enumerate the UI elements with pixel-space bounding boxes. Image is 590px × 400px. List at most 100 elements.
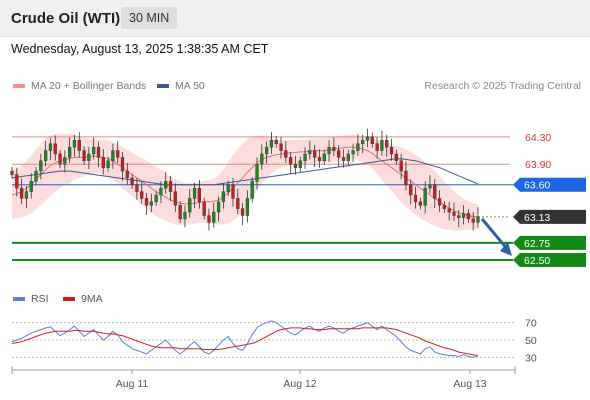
candle-body bbox=[404, 170, 408, 185]
candle-body bbox=[351, 150, 355, 155]
candle-body bbox=[164, 181, 168, 189]
candle-body bbox=[24, 191, 29, 199]
candle-body bbox=[216, 201, 221, 213]
candle-body bbox=[68, 146, 72, 158]
candle-body bbox=[92, 146, 96, 155]
candle-body bbox=[284, 150, 288, 158]
level-label-5: 62.50 bbox=[524, 255, 550, 267]
candle-body bbox=[394, 153, 398, 162]
rsi-ma9-line bbox=[11, 327, 479, 357]
candle-body bbox=[346, 153, 350, 162]
candle-body bbox=[365, 136, 370, 141]
candle-body bbox=[231, 184, 235, 199]
candle-body bbox=[29, 181, 33, 192]
candle-body bbox=[197, 187, 202, 203]
candle-body bbox=[188, 198, 192, 213]
candle-body bbox=[48, 143, 53, 151]
candle-body bbox=[207, 215, 211, 223]
rsi-tick-label: 30 bbox=[525, 352, 537, 364]
legend-ma20: MA 20 + Bollinger Bands bbox=[13, 80, 146, 92]
bollinger-band bbox=[12, 133, 478, 231]
candle-body bbox=[245, 198, 250, 216]
rsi-tick-label: 70 bbox=[525, 318, 537, 330]
rsi-tick-label: 50 bbox=[525, 335, 537, 347]
candle-body bbox=[269, 140, 274, 148]
candle-body bbox=[183, 211, 187, 220]
candle-body bbox=[399, 160, 403, 172]
candle-body bbox=[308, 150, 312, 155]
candle-body bbox=[337, 150, 341, 158]
ma20-label: MA 20 + Bollinger Bands bbox=[31, 80, 147, 92]
candle-body bbox=[428, 184, 432, 189]
candle-body bbox=[77, 140, 81, 151]
candle-body bbox=[39, 160, 43, 172]
ma9-label: 9MA bbox=[81, 293, 103, 305]
candle-body bbox=[447, 208, 451, 213]
rsi-label: RSI bbox=[31, 293, 49, 305]
legend-ma50: MA 50 bbox=[157, 80, 205, 92]
candle-body bbox=[327, 146, 331, 155]
candle-body bbox=[255, 164, 259, 182]
candle-body bbox=[159, 187, 163, 196]
candle-body bbox=[125, 170, 129, 179]
candle-body bbox=[240, 208, 245, 216]
candle-body bbox=[418, 201, 422, 206]
legend-9ma: 9MA bbox=[63, 293, 103, 305]
candle-body bbox=[87, 153, 91, 162]
candle-body bbox=[212, 211, 216, 223]
candle-body bbox=[476, 216, 480, 223]
candle-body bbox=[154, 194, 158, 203]
candle-body bbox=[82, 150, 86, 162]
candle-body bbox=[116, 150, 120, 158]
ma9-swatch bbox=[63, 297, 75, 301]
candle-body bbox=[264, 146, 269, 155]
candle-body bbox=[423, 187, 427, 206]
candle-body bbox=[303, 153, 307, 162]
candle-body bbox=[111, 150, 115, 162]
candle-body bbox=[34, 170, 38, 182]
level-label-3: 63.13 bbox=[524, 212, 550, 224]
candle-body bbox=[144, 198, 149, 206]
candle-body bbox=[452, 211, 456, 216]
candle-body bbox=[130, 177, 134, 185]
forecast-arrow-shaft bbox=[480, 217, 510, 251]
candle-body bbox=[322, 153, 326, 162]
level-tag-4 bbox=[513, 235, 586, 250]
candle-body bbox=[409, 184, 413, 196]
level-label-1: 63.90 bbox=[525, 159, 551, 171]
candle-body bbox=[135, 184, 139, 192]
chart-header: Crude Oil (WTI) 30 MIN bbox=[0, 0, 590, 37]
candle-body bbox=[10, 170, 14, 175]
candle-body bbox=[279, 143, 283, 151]
candle-body bbox=[101, 157, 105, 168]
level-tag-2 bbox=[513, 177, 586, 192]
instrument-title: Crude Oil (WTI) bbox=[11, 10, 121, 27]
ma50-swatch bbox=[157, 84, 169, 88]
candle-body bbox=[471, 218, 475, 223]
candle-body bbox=[106, 160, 110, 168]
candle-body bbox=[72, 140, 77, 148]
candle-body bbox=[149, 201, 153, 206]
candle-body bbox=[15, 174, 19, 189]
candle-body bbox=[178, 205, 182, 220]
candle-body bbox=[361, 140, 365, 144]
ma50-line bbox=[11, 158, 479, 186]
candle-body bbox=[236, 198, 240, 209]
x-tick-label: Aug 13 bbox=[453, 378, 486, 390]
candle-body bbox=[140, 191, 144, 199]
level-label-2: 63.60 bbox=[524, 180, 550, 192]
level-tag-3 bbox=[513, 209, 586, 224]
candle-body bbox=[332, 146, 336, 151]
ma50-label: MA 50 bbox=[175, 80, 205, 92]
candle-body bbox=[221, 191, 226, 203]
candle-body bbox=[356, 143, 360, 151]
candle-body bbox=[298, 160, 302, 168]
candle-body bbox=[250, 181, 254, 199]
credit-text: Research © 2025 Trading Central bbox=[424, 80, 581, 92]
timeframe-selector[interactable]: 30 MIN bbox=[121, 7, 178, 29]
candle-body bbox=[192, 187, 197, 199]
candle-body bbox=[317, 157, 322, 162]
candle-body bbox=[442, 205, 447, 209]
x-tick-label: Aug 12 bbox=[283, 378, 316, 390]
candle-body bbox=[96, 146, 101, 158]
